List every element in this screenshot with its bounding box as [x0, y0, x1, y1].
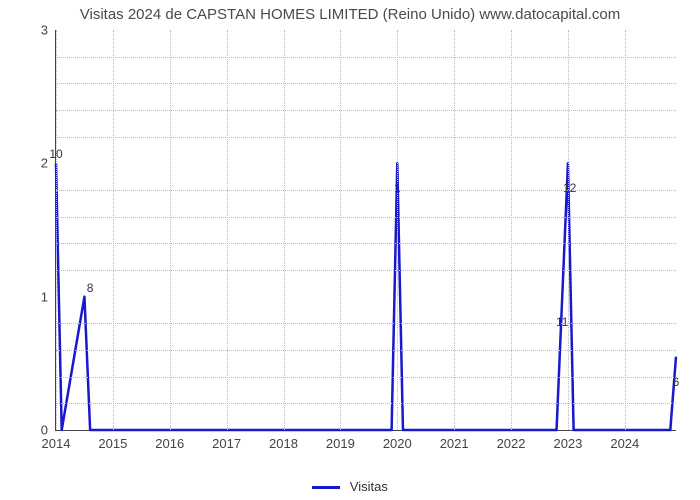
gridline-h — [56, 110, 676, 111]
gridline-v — [170, 30, 171, 430]
point-label: 10 — [49, 147, 62, 161]
plot-area: 0123201420152016201720182019202020212022… — [55, 30, 676, 431]
gridline-v — [625, 30, 626, 430]
x-tick-label: 2024 — [610, 436, 639, 451]
chart-title: Visitas 2024 de CAPSTAN HOMES LIMITED (R… — [0, 6, 700, 23]
gridline-v — [568, 30, 569, 430]
gridline-v — [397, 30, 398, 430]
x-tick-label: 2021 — [440, 436, 469, 451]
gridline-h — [56, 57, 676, 58]
gridline-h — [56, 377, 676, 378]
gridline-h — [56, 403, 676, 404]
gridline-v — [227, 30, 228, 430]
x-tick-label: 2014 — [42, 436, 71, 451]
y-tick-label: 1 — [41, 289, 48, 304]
gridline-h — [56, 83, 676, 84]
gridline-h — [56, 190, 676, 191]
x-tick-label: 2015 — [98, 436, 127, 451]
gridline-h — [56, 270, 676, 271]
gridline-h — [56, 243, 676, 244]
point-label: 8 — [87, 281, 94, 295]
x-tick-label: 2019 — [326, 436, 355, 451]
legend-label: Visitas — [350, 479, 388, 494]
x-tick-label: 2017 — [212, 436, 241, 451]
gridline-v — [284, 30, 285, 430]
point-label: 6 — [673, 375, 680, 389]
x-tick-label: 2023 — [553, 436, 582, 451]
point-label: 11 — [556, 315, 568, 329]
x-tick-label: 2022 — [497, 436, 526, 451]
gridline-h — [56, 323, 676, 324]
gridline-v — [511, 30, 512, 430]
gridline-v — [113, 30, 114, 430]
legend: Visitas — [0, 479, 700, 494]
gridline-v — [340, 30, 341, 430]
y-tick-label: 2 — [41, 156, 48, 171]
x-tick-label: 2020 — [383, 436, 412, 451]
x-tick-label: 2016 — [155, 436, 184, 451]
point-label: 1 — [394, 181, 401, 195]
y-tick-label: 3 — [41, 23, 48, 38]
gridline-h — [56, 137, 676, 138]
gridline-v — [56, 30, 57, 430]
x-tick-label: 2018 — [269, 436, 298, 451]
legend-swatch — [312, 486, 340, 489]
gridline-v — [454, 30, 455, 430]
chart-container: Visitas 2024 de CAPSTAN HOMES LIMITED (R… — [0, 0, 700, 500]
point-label: 12 — [563, 181, 576, 195]
gridline-h — [56, 217, 676, 218]
gridline-h — [56, 350, 676, 351]
line-series — [56, 30, 676, 430]
